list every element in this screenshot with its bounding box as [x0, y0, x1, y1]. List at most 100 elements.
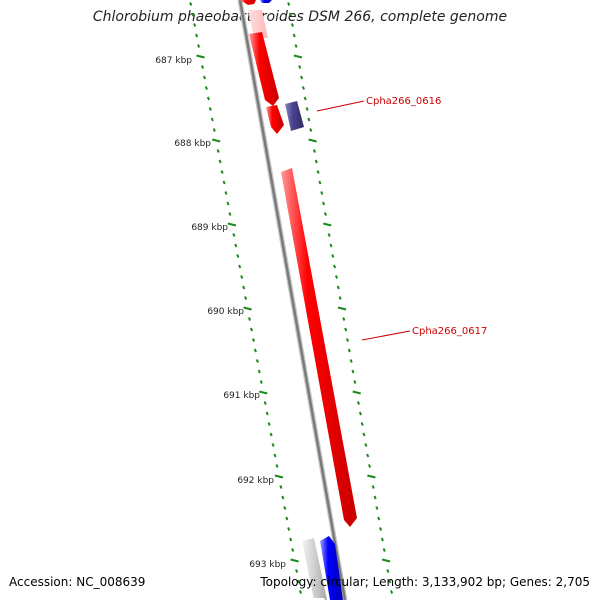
outer-track-minor-tick [290, 23, 294, 27]
outer-track-minor-tick [300, 75, 304, 80]
outer-track-minor-tick [287, 2, 291, 6]
inner-track-minor-tick [232, 233, 236, 237]
outer-track-minor-tick [342, 317, 346, 321]
gene-top-blue-partial[interactable] [260, 0, 272, 3]
inner-track-minor-tick [271, 443, 275, 447]
outer-track-minor-tick [356, 401, 361, 405]
outer-track-minor-tick [358, 411, 362, 416]
inner-track-minor-tick [216, 149, 220, 153]
outer-track-minor-tick [351, 369, 355, 374]
inner-track-minor-tick [257, 369, 261, 374]
topology-text: Topology: circular; Length: 3,133,902 bp… [260, 575, 590, 589]
outer-track-major-tick [293, 54, 303, 59]
tick-label-693: 693 kbp [249, 560, 286, 570]
inner-track-minor-tick [285, 516, 289, 521]
gene-bottom-grey[interactable] [302, 538, 327, 600]
outer-track-minor-tick [362, 432, 366, 437]
inner-track-major-tick [196, 54, 205, 59]
outer-track-minor-tick [371, 485, 375, 489]
tick-label-692: 692 kbp [237, 476, 274, 486]
inner-track-minor-tick [265, 411, 269, 416]
outer-track-minor-tick [344, 327, 348, 332]
outer-track-minor-tick [288, 12, 293, 17]
gene-top-pink-partial[interactable] [248, 10, 268, 38]
inner-track-minor-tick [206, 96, 210, 101]
backbone-line [238, 0, 347, 600]
gene-bottom-blue[interactable] [320, 536, 343, 600]
inner-track-minor-tick [242, 285, 246, 290]
tick-label-689: 689 kbp [191, 223, 228, 233]
outer-track-minor-tick [349, 359, 353, 363]
inner-track-minor-tick [251, 338, 256, 342]
inner-track-major-tick [259, 390, 268, 395]
inner-track-minor-tick [291, 548, 295, 552]
outer-track-minor-tick [366, 453, 370, 458]
outer-track-minor-tick [375, 506, 379, 510]
outer-track-minor-tick [309, 128, 313, 132]
outer-track-major-tick [381, 558, 391, 563]
outer-track-minor-tick [298, 65, 302, 69]
inner-track-major-tick [274, 474, 284, 479]
inner-track-minor-tick [193, 23, 197, 27]
inner-track-minor-tick [253, 348, 257, 353]
outer-track-major-tick [323, 222, 332, 227]
inner-track-minor-tick [247, 317, 252, 321]
outer-track-minor-tick [322, 201, 326, 206]
inner-track-minor-tick [220, 170, 224, 174]
inner-track-major-tick [227, 222, 237, 227]
inner-track-minor-tick [295, 569, 299, 573]
inner-track-minor-tick [267, 422, 271, 426]
inner-track-minor-tick [287, 527, 291, 531]
outer-track-minor-tick [347, 348, 351, 353]
inner-track-minor-tick [218, 159, 222, 164]
outer-track-minor-tick [320, 191, 324, 195]
outer-track-major-tick [367, 474, 376, 479]
gene-top-red-partial[interactable] [240, 0, 256, 5]
inner-track-minor-tick [289, 537, 293, 542]
inner-track-minor-tick [279, 485, 283, 489]
outer-track-minor-tick [380, 537, 384, 542]
inner-track-minor-tick [191, 12, 195, 17]
inner-track-minor-tick [263, 401, 267, 405]
inner-track-minor-tick [236, 254, 240, 258]
outer-track-major-tick [352, 390, 361, 395]
outer-track-minor-tick [312, 149, 316, 153]
outer-track-minor-tick [345, 338, 350, 342]
outer-track-minor-tick [382, 548, 386, 552]
inner-track-major-tick [211, 138, 221, 143]
outer-track-minor-tick [331, 254, 335, 258]
gene-label-cpha266-0617[interactable]: Cpha266_0617 [412, 326, 487, 337]
outer-track-minor-tick [333, 264, 337, 269]
outer-track-minor-tick [334, 275, 339, 279]
outer-track-minor-tick [377, 516, 381, 521]
inner-track-minor-tick [259, 380, 263, 384]
inner-track-minor-tick [238, 264, 242, 269]
gene-cpha266-0616[interactable] [285, 101, 304, 131]
inner-track-minor-tick [298, 590, 303, 594]
outer-track-minor-tick [327, 233, 331, 237]
inner-track-minor-tick [283, 506, 287, 510]
accession-text: Accession: NC_008639 [9, 575, 146, 589]
inner-track-minor-tick [222, 180, 226, 185]
outer-track-minor-tick [390, 590, 394, 594]
outer-tick-track [287, 2, 394, 594]
outer-track-minor-tick [336, 285, 340, 290]
inner-track-minor-tick [212, 128, 216, 132]
inner-track-minor-tick [202, 75, 207, 80]
gene-forward-upper[interactable] [249, 32, 279, 106]
inner-track-minor-tick [195, 33, 199, 38]
inner-track-minor-tick [208, 107, 212, 111]
inner-track-minor-tick [224, 191, 228, 195]
inner-track-minor-tick [275, 464, 279, 468]
outer-track-minor-tick [292, 33, 296, 38]
outer-track-minor-tick [360, 422, 364, 426]
outer-track-minor-tick [323, 212, 328, 216]
inner-track-minor-tick [244, 296, 248, 300]
gene-forward-small[interactable] [266, 105, 284, 134]
outer-track-minor-tick [305, 107, 309, 111]
inner-track-minor-tick [296, 579, 301, 584]
gene-cpha266-0617[interactable] [281, 168, 357, 527]
outer-track-minor-tick [388, 579, 392, 584]
gene-label-cpha266-0616[interactable]: Cpha266_0616 [366, 96, 441, 107]
